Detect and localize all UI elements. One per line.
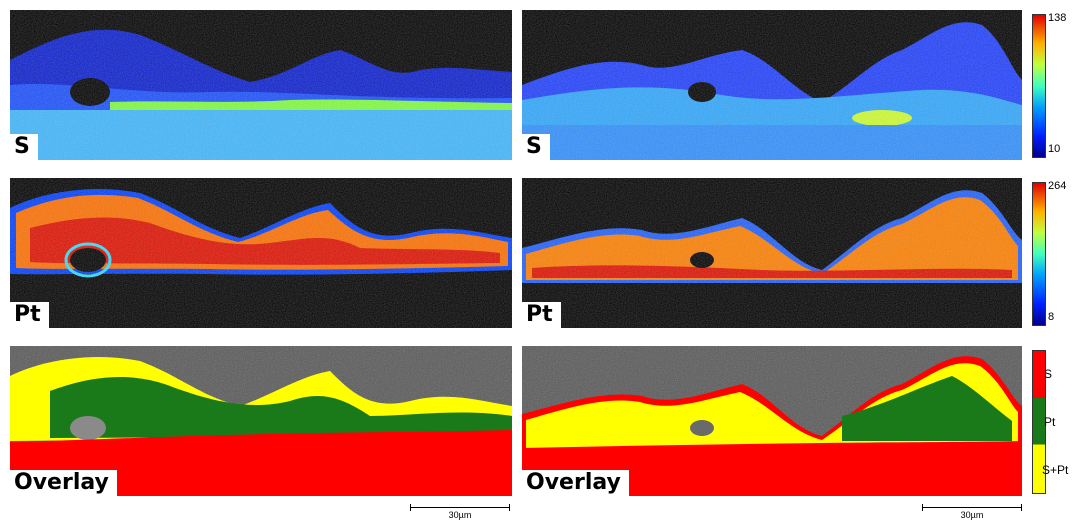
s-colorbar-max: 138 [1048,12,1067,24]
overlay-map-left: Overlay [10,346,512,496]
overlay-legend-pt: Pt [1044,415,1056,429]
pt-colorbar [1032,182,1046,326]
pt-colorbar-min: 8 [1048,311,1055,323]
pt-map-right: Pt [522,178,1022,328]
s-map-left-label: S [10,134,38,160]
overlay-legend-spt: S+Pt [1042,463,1069,477]
pt-colorbar-max: 264 [1048,180,1067,192]
s-map-right-label: S [522,134,550,160]
overlay-legend [1032,350,1046,494]
pt-map-left-label: Pt [10,302,49,328]
scale-bar-left-label: 30µm [448,510,472,520]
s-map-right: S [522,10,1022,160]
scale-bar-right-label: 30µm [960,510,984,520]
overlay-map-right-label: Overlay [522,470,629,496]
scale-bar-right: 30µm [922,503,1022,520]
s-colorbar [1032,14,1046,158]
overlay-legend-s: S [1044,367,1053,381]
overlay-map-right: Overlay [522,346,1022,496]
overlay-map-left-label: Overlay [10,470,117,496]
pt-map-left: Pt [10,178,512,328]
s-colorbar-min: 10 [1048,143,1061,155]
scale-bar-left: 30µm [410,503,510,520]
s-map-left: S [10,10,512,160]
pt-map-right-label: Pt [522,302,561,328]
